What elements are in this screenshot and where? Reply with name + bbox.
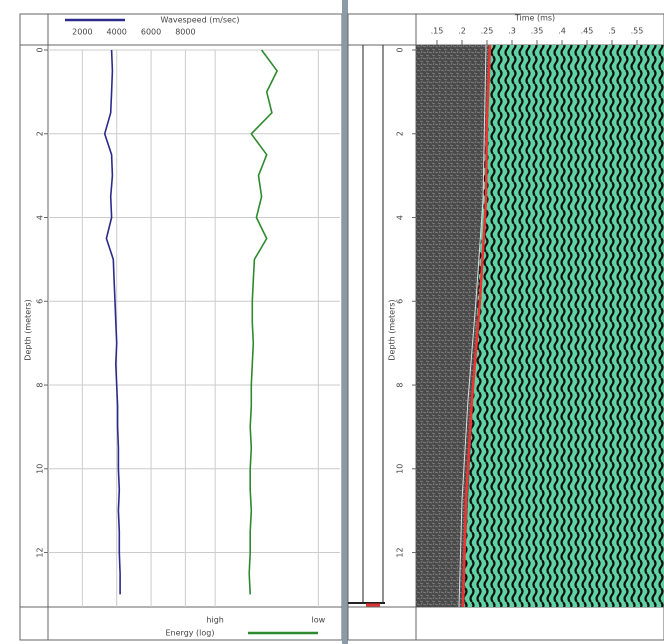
y-tick-label: 2: [396, 131, 405, 136]
panel-frame: [19, 13, 343, 641]
y-tick-label: 6: [396, 299, 405, 304]
x-tick-label: 6000: [141, 28, 161, 37]
x-tick-label: .3: [508, 27, 516, 36]
y-tick-label: 6: [36, 299, 45, 304]
seismic-noise: [416, 45, 490, 607]
x-tick-label: 8000: [175, 28, 195, 37]
x-tick-label: .5: [608, 27, 616, 36]
x-tick-label: .35: [531, 27, 544, 36]
pick-line: [461, 44, 492, 608]
y-tick-label: 12: [396, 547, 405, 557]
x2-tick-label: low: [311, 616, 325, 625]
y-tick-label: 0: [396, 47, 405, 52]
y-tick-label: 8: [36, 382, 45, 387]
data-line: [103, 49, 121, 595]
y-tick-label: 10: [36, 464, 45, 474]
legend-label: Wavespeed (m/sec): [161, 16, 240, 25]
pick-line: [458, 44, 487, 608]
y-tick-label: 2: [36, 131, 45, 136]
y-tick-label: 0: [36, 47, 45, 52]
y-tick-label: 4: [36, 215, 45, 220]
x-tick-label: .2: [458, 27, 466, 36]
right-panel: Time (ms) Depth (meters): [347, 13, 664, 641]
y-tick-label: 12: [36, 547, 45, 557]
y-tick-label: 4: [396, 215, 405, 220]
x-tick-label: .25: [481, 27, 494, 36]
x-tick-label: 4000: [107, 28, 127, 37]
x-tick-label: .15: [431, 27, 444, 36]
legend-label: Energy (log): [166, 629, 215, 638]
y-axis-label: Depth (meters): [24, 299, 33, 360]
x-tick-label: .55: [631, 27, 644, 36]
y-tick-label: 10: [396, 464, 405, 474]
y-tick-label: 8: [396, 382, 405, 387]
splitter: [342, 0, 348, 644]
x-tick-label: .45: [581, 27, 594, 36]
data-line: [248, 49, 279, 595]
left-panel: Wavespeed (m/sec) Energy (log) Depth (me…: [19, 13, 343, 641]
x2-tick-label: high: [206, 616, 223, 625]
x-tick-label: 2000: [72, 28, 92, 37]
x-axis-label: Time (ms): [514, 14, 555, 23]
x-tick-label: .4: [558, 27, 566, 36]
y-axis-label: Depth (meters): [388, 299, 397, 360]
